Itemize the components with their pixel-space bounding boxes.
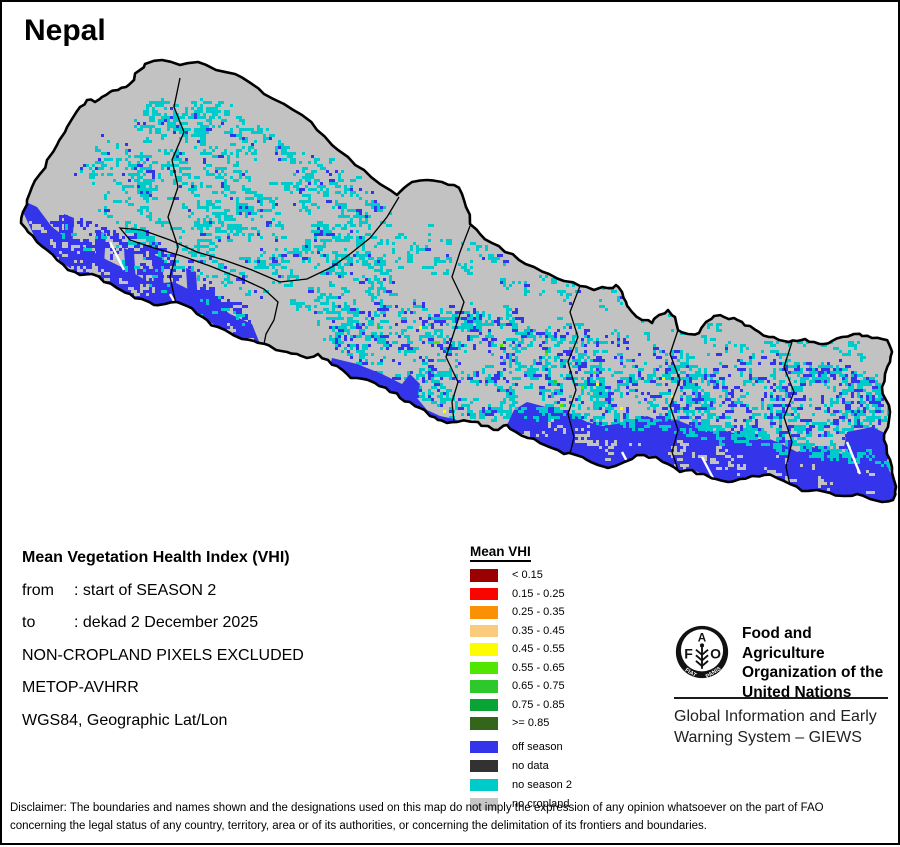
info-line-value: : start of SEASON 2: [74, 582, 216, 600]
legend-swatch: [470, 569, 498, 582]
legend-class-list: < 0.15 0.15 - 0.25 0.25 - 0.35 0.35 - 0.45 0…: [470, 569, 572, 730]
legend-title: Mean VHI: [470, 544, 531, 562]
legend-swatch: [470, 760, 498, 773]
info-note: METOP-AVHRR: [22, 672, 452, 705]
info-line-label: to: [22, 614, 74, 632]
legend-row: 0.15 - 0.25: [470, 588, 572, 601]
legend-label: >= 0.85: [512, 717, 549, 729]
legend-row: off season: [470, 741, 572, 754]
legend-label: < 0.15: [512, 569, 543, 581]
giews-subtitle-line: Warning System – GIEWS: [674, 727, 877, 748]
legend-swatch: [470, 699, 498, 712]
legend-swatch: [470, 680, 498, 693]
info-line-value: : dekad 2 December 2025: [74, 614, 258, 632]
info-line: from: start of SEASON 2: [22, 575, 452, 608]
legend-swatch: [470, 625, 498, 638]
legend-label: 0.15 - 0.25: [512, 588, 565, 600]
legend-swatch: [470, 662, 498, 675]
legend-swatch: [470, 741, 498, 754]
legend-row: 0.35 - 0.45: [470, 625, 572, 638]
vhi-legend: Mean VHI < 0.15 0.15 - 0.25 0.25 - 0.35 0.3…: [470, 543, 572, 817]
fao-name-line: Organization of the: [742, 663, 890, 683]
legend-row: 0.45 - 0.55: [470, 643, 572, 656]
map-info-block: Mean Vegetation Health Index (VHI) from:…: [22, 542, 452, 737]
giews-subtitle-line: Global Information and Early: [674, 706, 877, 727]
legend-label: off season: [512, 741, 563, 753]
info-note: WGS84, Geographic Lat/Lon: [22, 705, 452, 738]
disclaimer: Disclaimer: The boundaries and names sho…: [10, 800, 894, 835]
disclaimer-line: Disclaimer: The boundaries and names sho…: [10, 800, 894, 818]
disclaimer-line: concerning the legal status of any count…: [10, 818, 894, 836]
legend-row: no season 2: [470, 779, 572, 792]
info-heading: Mean Vegetation Health Index (VHI): [22, 542, 452, 575]
info-line-label: from: [22, 582, 74, 600]
legend-row: >= 0.85: [470, 717, 572, 730]
legend-swatch: [470, 717, 498, 730]
legend-row: 0.65 - 0.75: [470, 680, 572, 693]
legend-label: 0.35 - 0.45: [512, 625, 565, 637]
legend-row: < 0.15: [470, 569, 572, 582]
legend-label: 0.65 - 0.75: [512, 680, 565, 692]
legend-swatch: [470, 606, 498, 619]
fao-divider: [674, 697, 888, 699]
legend-row: 0.55 - 0.65: [470, 662, 572, 675]
legend-row: no data: [470, 760, 572, 773]
legend-swatch: [470, 588, 498, 601]
info-line: to: dekad 2 December 2025: [22, 607, 452, 640]
fao-name-line: Food and Agriculture: [742, 624, 890, 663]
fao-name-line: United Nations: [742, 683, 890, 703]
legend-swatch: [470, 643, 498, 656]
legend-label: no data: [512, 760, 549, 772]
legend-label: 0.25 - 0.35: [512, 606, 565, 618]
legend-row: 0.75 - 0.85: [470, 699, 572, 712]
legend-label: 0.45 - 0.55: [512, 643, 565, 655]
legend-row: 0.25 - 0.35: [470, 606, 572, 619]
legend-label: 0.75 - 0.85: [512, 699, 565, 711]
info-note: NON-CROPLAND PIXELS EXCLUDED: [22, 640, 452, 673]
legend-label: 0.55 - 0.65: [512, 662, 565, 674]
legend-label: no season 2: [512, 779, 572, 791]
legend-swatch: [470, 779, 498, 792]
fao-logo-icon: F A O FIAT PANIS: [674, 624, 730, 680]
